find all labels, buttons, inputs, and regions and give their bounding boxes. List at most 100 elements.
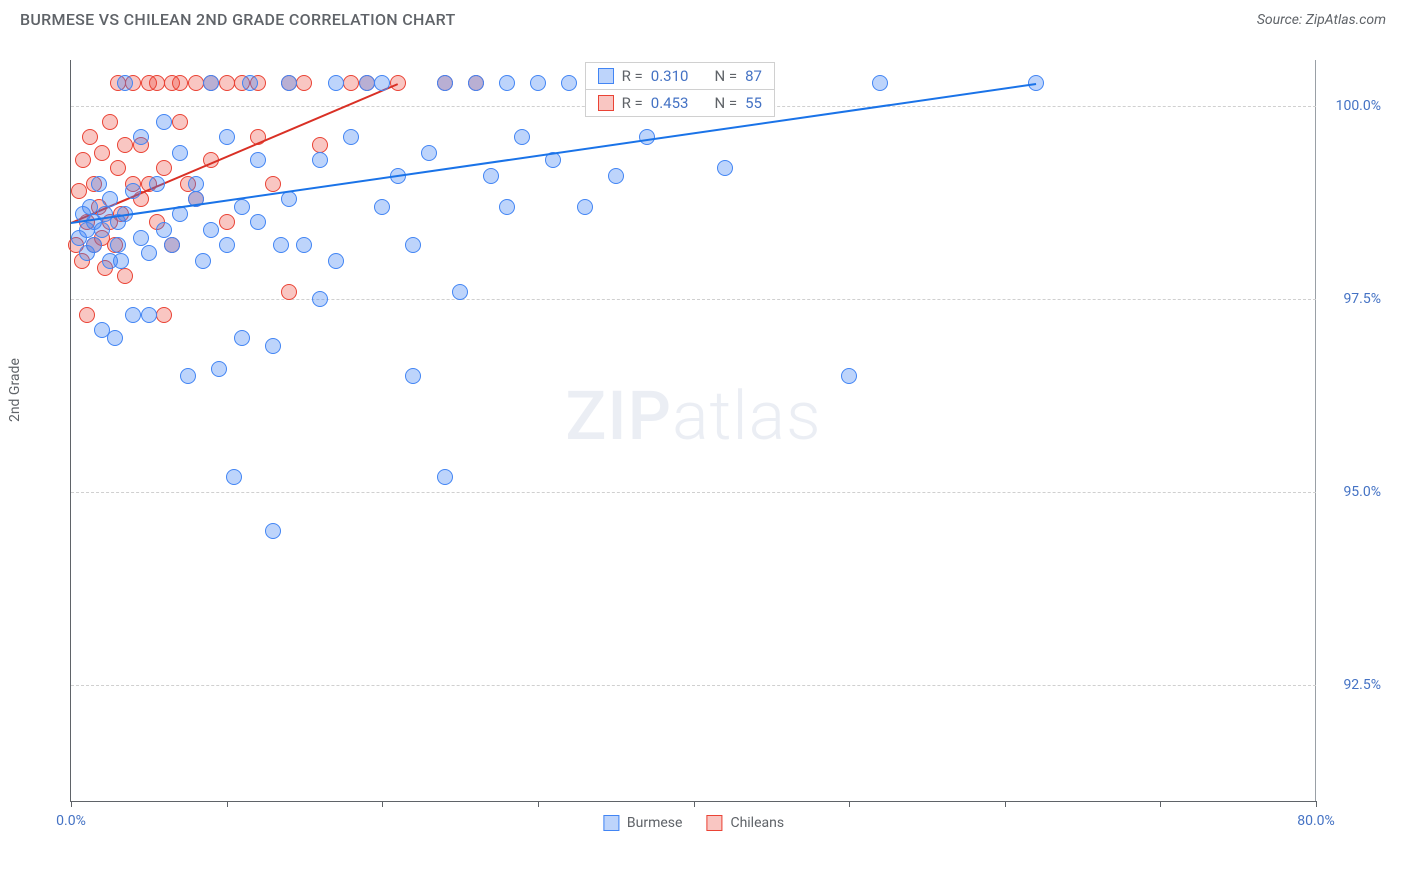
point-burmese[interactable] <box>717 160 733 176</box>
point-burmese[interactable] <box>452 284 468 300</box>
point-burmese[interactable] <box>203 75 219 91</box>
point-burmese[interactable] <box>156 222 172 238</box>
point-burmese[interactable] <box>133 129 149 145</box>
point-chileans[interactable] <box>156 307 172 323</box>
point-burmese[interactable] <box>514 129 530 145</box>
point-burmese[interactable] <box>156 114 172 130</box>
point-burmese[interactable] <box>86 237 102 253</box>
legend-swatch-icon <box>598 95 614 111</box>
point-burmese[interactable] <box>125 307 141 323</box>
point-chileans[interactable] <box>149 75 165 91</box>
point-burmese[interactable] <box>203 222 219 238</box>
point-burmese[interactable] <box>421 145 437 161</box>
n-value: 55 <box>745 94 762 112</box>
point-burmese[interactable] <box>226 469 242 485</box>
point-burmese[interactable] <box>82 199 98 215</box>
point-burmese[interactable] <box>133 230 149 246</box>
gridline-h <box>71 492 1316 493</box>
point-burmese[interactable] <box>188 176 204 192</box>
point-chileans[interactable] <box>343 75 359 91</box>
point-burmese[interactable] <box>242 75 258 91</box>
point-chileans[interactable] <box>71 183 87 199</box>
source-label: Source: ZipAtlas.com <box>1257 12 1386 28</box>
stats-legend-row: R =0.453N =55 <box>586 90 774 116</box>
point-burmese[interactable] <box>141 245 157 261</box>
point-burmese[interactable] <box>530 75 546 91</box>
point-burmese[interactable] <box>141 307 157 323</box>
point-burmese[interactable] <box>281 75 297 91</box>
stats-legend-row: R =0.310N =87 <box>586 63 774 89</box>
point-burmese[interactable] <box>180 368 196 384</box>
point-chileans[interactable] <box>102 114 118 130</box>
point-burmese[interactable] <box>94 222 110 238</box>
point-burmese[interactable] <box>107 330 123 346</box>
point-burmese[interactable] <box>102 191 118 207</box>
point-burmese[interactable] <box>164 237 180 253</box>
point-burmese[interactable] <box>499 75 515 91</box>
point-burmese[interactable] <box>234 199 250 215</box>
point-chileans[interactable] <box>94 145 110 161</box>
point-burmese[interactable] <box>250 214 266 230</box>
point-chileans[interactable] <box>188 75 204 91</box>
point-burmese[interactable] <box>219 129 235 145</box>
point-burmese[interactable] <box>195 253 211 269</box>
point-burmese[interactable] <box>437 469 453 485</box>
point-chileans[interactable] <box>156 160 172 176</box>
n-value: 87 <box>745 67 762 85</box>
point-burmese[interactable] <box>219 237 235 253</box>
point-burmese[interactable] <box>172 145 188 161</box>
ytick-label: 97.5% <box>1343 291 1381 307</box>
point-chileans[interactable] <box>265 176 281 192</box>
point-burmese[interactable] <box>265 338 281 354</box>
legend-item-burmese[interactable]: Burmese <box>603 815 683 831</box>
point-burmese[interactable] <box>359 75 375 91</box>
point-chileans[interactable] <box>296 75 312 91</box>
point-burmese[interactable] <box>328 253 344 269</box>
point-chileans[interactable] <box>75 152 91 168</box>
point-chileans[interactable] <box>281 284 297 300</box>
point-chileans[interactable] <box>117 268 133 284</box>
point-burmese[interactable] <box>296 237 312 253</box>
point-burmese[interactable] <box>483 168 499 184</box>
point-burmese[interactable] <box>250 152 266 168</box>
point-burmese[interactable] <box>91 176 107 192</box>
point-burmese[interactable] <box>117 75 133 91</box>
point-burmese[interactable] <box>468 75 484 91</box>
point-burmese[interactable] <box>312 152 328 168</box>
point-chileans[interactable] <box>110 160 126 176</box>
point-burmese[interactable] <box>405 368 421 384</box>
point-chileans[interactable] <box>312 137 328 153</box>
point-chileans[interactable] <box>82 129 98 145</box>
point-chileans[interactable] <box>79 307 95 323</box>
point-burmese[interactable] <box>841 368 857 384</box>
point-burmese[interactable] <box>608 168 624 184</box>
point-burmese[interactable] <box>437 75 453 91</box>
y-axis-label: 2nd Grade <box>7 358 23 422</box>
point-burmese[interactable] <box>343 129 359 145</box>
point-burmese[interactable] <box>265 523 281 539</box>
point-burmese[interactable] <box>374 199 390 215</box>
legend-item-chileans[interactable]: Chileans <box>706 815 784 831</box>
point-burmese[interactable] <box>499 199 515 215</box>
point-burmese[interactable] <box>312 291 328 307</box>
point-burmese[interactable] <box>577 199 593 215</box>
point-burmese[interactable] <box>273 237 289 253</box>
point-chileans[interactable] <box>172 114 188 130</box>
point-burmese[interactable] <box>211 361 227 377</box>
legend-swatch-burmese <box>603 815 619 831</box>
point-chileans[interactable] <box>117 137 133 153</box>
point-burmese[interactable] <box>234 330 250 346</box>
point-chileans[interactable] <box>172 75 188 91</box>
point-burmese[interactable] <box>113 253 129 269</box>
point-burmese[interactable] <box>110 237 126 253</box>
point-burmese[interactable] <box>125 183 141 199</box>
point-burmese[interactable] <box>328 75 344 91</box>
point-chileans[interactable] <box>219 214 235 230</box>
point-burmese[interactable] <box>405 237 421 253</box>
point-burmese[interactable] <box>374 75 390 91</box>
ytick-label: 92.5% <box>1343 677 1381 693</box>
point-chileans[interactable] <box>219 75 235 91</box>
point-burmese[interactable] <box>149 176 165 192</box>
point-burmese[interactable] <box>872 75 888 91</box>
point-burmese[interactable] <box>561 75 577 91</box>
